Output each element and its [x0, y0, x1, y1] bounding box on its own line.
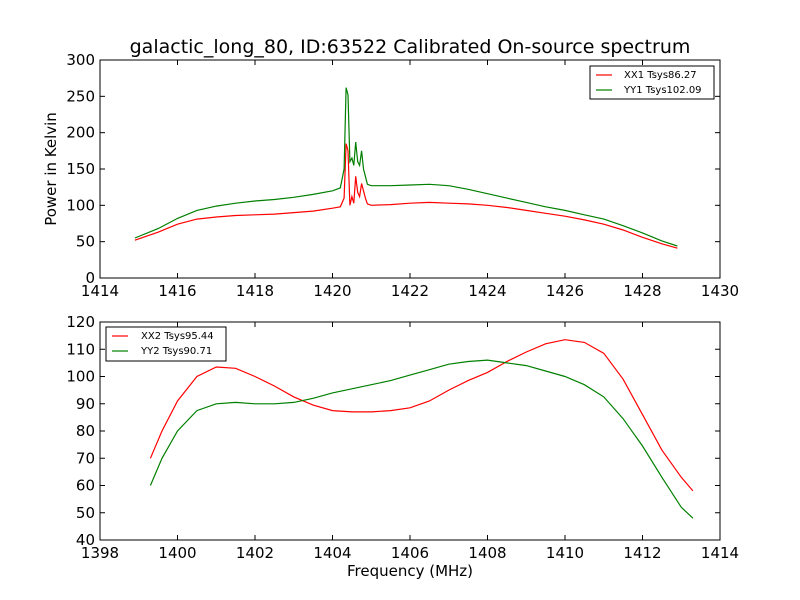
- x-tick-label: 1412: [623, 544, 661, 562]
- x-tick-label: 1406: [391, 544, 429, 562]
- legend-box: [589, 65, 715, 100]
- legend-label-yy1: YY1 Tsys102.09: [623, 85, 702, 96]
- y-tick-label: 110: [66, 340, 95, 358]
- x-tick-label: 1426: [546, 282, 584, 300]
- y-tick-label: 40: [76, 531, 95, 549]
- y-tick-label: 60: [76, 477, 95, 495]
- chart-title: galactic_long_80, ID:63522 Calibrated On…: [130, 36, 691, 58]
- y-tick-label: 80: [76, 422, 95, 440]
- bottom-chart: 1398 1400 1402 1404 1406 1408 1410 1412 1414 40 5…: [66, 313, 739, 580]
- y-tick-label: 70: [76, 449, 95, 467]
- y-tick-label: 100: [66, 368, 95, 386]
- legend-label-yy2: YY2 Tsys90.71: [140, 346, 212, 357]
- x-tick-label: 1404: [313, 544, 351, 562]
- series-line-yy1: [134, 87, 678, 247]
- x-tick-label: 1400: [158, 544, 196, 562]
- x-tick-label: 1422: [391, 282, 429, 300]
- y-tick-label: 300: [66, 51, 95, 69]
- legend-box: [105, 326, 227, 362]
- x-tick-label: 1414: [701, 544, 739, 562]
- series-line-xx1: [134, 143, 678, 249]
- y-tick-label: 250: [66, 87, 95, 105]
- x-tick-label: 1408: [468, 544, 506, 562]
- y-tick-label: 200: [66, 124, 95, 142]
- y-tick-label: 120: [66, 313, 95, 331]
- x-axis-label: Frequency (MHz): [347, 562, 473, 580]
- x-tick-label: 1420: [313, 282, 351, 300]
- top-chart: galactic_long_80, ID:63522 Calibrated On…: [42, 36, 739, 300]
- y-tick-label: 0: [85, 269, 95, 287]
- y-tick-label: 50: [76, 504, 95, 522]
- y-axis-label: Power in Kelvin: [42, 112, 60, 226]
- x-tick-label: 1402: [236, 544, 274, 562]
- x-tick-label: 1398: [81, 544, 119, 562]
- x-tick-label: 1418: [236, 282, 274, 300]
- x-tick-label: 1424: [468, 282, 506, 300]
- legend: XX2 Tsys95.44 YY2 Tsys90.71: [105, 326, 227, 362]
- x-tick-label: 1414: [81, 282, 119, 300]
- y-tick-label: 100: [66, 196, 95, 214]
- series-line-xx2: [149, 339, 694, 492]
- y-tick-label: 90: [76, 395, 95, 413]
- y-tick-label: 50: [76, 233, 95, 251]
- y-tick-label: 150: [66, 160, 95, 178]
- x-tick-label: 1430: [701, 282, 739, 300]
- legend: XX1 Tsys86.27 YY1 Tsys102.09: [589, 65, 715, 100]
- legend-label-xx2: XX2 Tsys95.44: [141, 331, 214, 342]
- series-line-yy2: [149, 359, 694, 519]
- x-tick-label: 1428: [623, 282, 661, 300]
- x-tick-label: 1416: [158, 282, 196, 300]
- legend-label-xx1: XX1 Tsys86.27: [624, 70, 697, 81]
- x-tick-label: 1410: [546, 544, 584, 562]
